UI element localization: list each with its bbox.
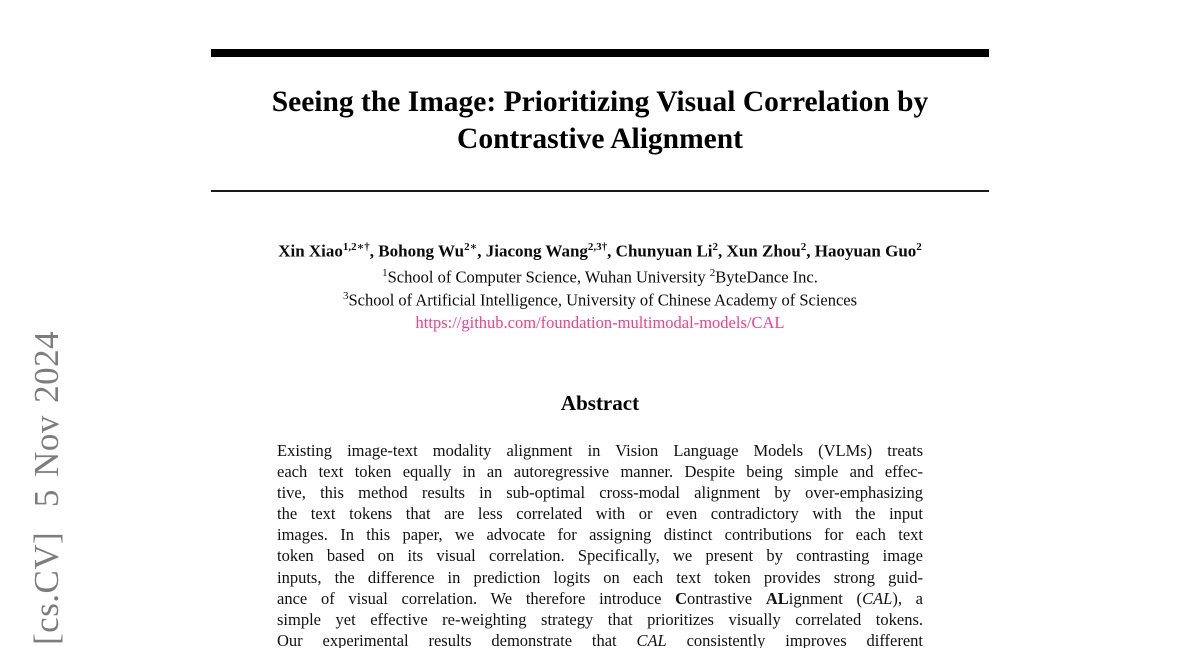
abstract-line: images. In this paper, we advocate for a… bbox=[277, 525, 923, 545]
author-affil-marks: 2 bbox=[916, 241, 922, 253]
abstract-line: each text token equally in an autoregres… bbox=[277, 462, 923, 482]
abstract-line: the text tokens that are less correlated… bbox=[277, 504, 923, 524]
author-separator: , bbox=[718, 241, 727, 261]
author-affil-marks: 1,2∗† bbox=[342, 241, 370, 253]
author-separator: , bbox=[806, 241, 815, 261]
github-link[interactable]: https://github.com/foundation-multimodal… bbox=[415, 313, 785, 332]
abstract-paragraph: Existing image-text modality alignment i… bbox=[277, 441, 923, 648]
author-name: Haoyuan Guo bbox=[814, 241, 917, 261]
title-rule-bottom bbox=[211, 190, 989, 192]
abstract-line: tive, this method results in sub-optimal… bbox=[277, 483, 923, 503]
author-separator: , bbox=[369, 241, 379, 261]
abstract-line: Existing image-text modality alignment i… bbox=[277, 441, 923, 460]
author-affil-marks: 2 bbox=[712, 241, 719, 253]
abstract-line: simple yet effective re-weighting strate… bbox=[277, 609, 923, 629]
author-affil-marks: 2,3† bbox=[587, 241, 608, 253]
author-separator: , bbox=[607, 241, 616, 261]
affiliation-line-2: 3School of Artificial Intelligence, Univ… bbox=[211, 290, 989, 311]
abstract-heading: Abstract bbox=[560, 391, 640, 415]
abstract-line: inputs, the difference in prediction log… bbox=[277, 567, 923, 587]
abstract-line: ance of visual correlation. We therefore… bbox=[277, 588, 923, 608]
affil-text: ByteDance Inc. bbox=[715, 267, 818, 287]
abstract-line: Our experimental results demonstrate tha… bbox=[277, 630, 923, 648]
author-separator: , bbox=[477, 241, 486, 261]
title-line-2: Contrastive Alignment bbox=[457, 123, 743, 155]
author-affil-marks: 2∗ bbox=[464, 241, 478, 253]
abstract-line: token based on its visual correlation. S… bbox=[277, 546, 923, 566]
title-rule-top bbox=[211, 49, 989, 57]
affil-text: School of Computer Science, Wuhan Univer… bbox=[387, 267, 710, 287]
affil-mark: 2 bbox=[709, 267, 716, 279]
author-line: Xin Xiao1,2∗†, Bohong Wu2∗, Jiacong Wang… bbox=[191, 240, 1009, 262]
title-line-1: Seeing the Image: Prioritizing Visual Co… bbox=[271, 86, 929, 118]
author-name: Xun Zhou bbox=[726, 241, 801, 261]
author-name: Chunyuan Li bbox=[615, 241, 713, 261]
author-name: Jiacong Wang bbox=[485, 241, 588, 261]
arxiv-watermark: [cs.CV] 5 Nov 2024 bbox=[27, 330, 66, 645]
page-title: Seeing the Image: Prioritizing Visual Co… bbox=[211, 84, 989, 158]
affil-mark: 1 bbox=[382, 267, 388, 279]
affil-mark: 3 bbox=[342, 290, 349, 302]
affiliation-line-1: 1School of Computer Science, Wuhan Unive… bbox=[211, 267, 989, 288]
author-name: Bohong Wu bbox=[378, 241, 465, 261]
affil-text: School of Artificial Intelligence, Unive… bbox=[348, 290, 858, 310]
author-affil-marks: 2 bbox=[800, 241, 807, 253]
author-name: Xin Xiao bbox=[278, 241, 343, 261]
